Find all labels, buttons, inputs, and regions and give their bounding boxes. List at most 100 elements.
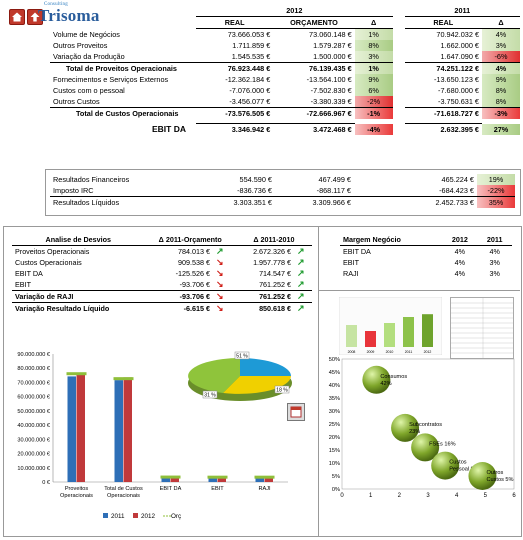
bar-orc-marker bbox=[160, 475, 181, 479]
home-button[interactable] bbox=[9, 9, 25, 25]
arrow-down-icon: ↘ bbox=[215, 257, 224, 267]
pie-slice-green bbox=[188, 358, 240, 393]
bar-2012 bbox=[76, 372, 85, 482]
bar-2011 bbox=[255, 478, 264, 482]
bubble-value: 42% bbox=[380, 381, 391, 387]
bubble-label: Outros bbox=[486, 470, 503, 476]
pie-label-box bbox=[274, 385, 290, 394]
table-row: Custos com o pessoal -7.076.000 € -7.502… bbox=[50, 85, 520, 96]
col-real: REAL bbox=[196, 16, 274, 29]
table-row: Volume de Negócios 73.666.053 € 73.060.1… bbox=[50, 28, 520, 40]
results-table: Resultados Financeiros 554.590 € 467.499… bbox=[50, 174, 515, 208]
y-tick-label: 40.000.000 € bbox=[17, 423, 51, 429]
bar-2012 bbox=[170, 477, 179, 482]
mini-bar-chart: 2008 2009 2010 2011 2012 bbox=[338, 296, 443, 356]
logo-text: Trisoma bbox=[38, 6, 100, 25]
desvios-table: Analise de Desvios Δ 2011-Orçamento Δ 20… bbox=[12, 234, 312, 314]
y-tick-label: 35% bbox=[329, 396, 340, 402]
bar-2012 bbox=[217, 477, 226, 482]
x-tick-label: RAJI bbox=[258, 486, 271, 492]
y-tick-label: 80.000.000 € bbox=[17, 366, 51, 372]
col-orcamento: ORÇAMENTO bbox=[273, 16, 355, 29]
y-tick-label: 20% bbox=[329, 435, 340, 441]
y-tick-label: 10.000.000 € bbox=[17, 466, 51, 472]
x-tick-label: 4 bbox=[455, 493, 459, 499]
bar-2012 bbox=[264, 477, 273, 482]
pie-slice-blue bbox=[240, 358, 291, 376]
pie-label: 51 % bbox=[236, 354, 248, 360]
bar-chart-svg: 0 € 10.000.000 € 20.000.000 € 30.000.000 € 4… bbox=[17, 352, 288, 520]
table-row: Total de Proveitos Operacionais 76.923.4… bbox=[50, 62, 520, 74]
back-button[interactable] bbox=[27, 9, 43, 25]
y-tick-label: 30% bbox=[329, 409, 340, 415]
mini-x-label: 2011 bbox=[405, 350, 413, 354]
bar-2011 bbox=[208, 478, 217, 482]
y-tick-label: 50.000.000 € bbox=[17, 409, 51, 415]
col-real-2011: REAL bbox=[404, 16, 482, 29]
arrow-down-icon: ↘ bbox=[215, 268, 224, 278]
panel-divider-h bbox=[318, 290, 520, 291]
table-row: EBIT DA -125.526 € ↘ 714.547 € ↗ bbox=[15, 268, 305, 278]
bar-orc-marker bbox=[207, 475, 228, 479]
y-tick-label: 0% bbox=[332, 487, 340, 493]
y-tick-label: 0 € bbox=[42, 480, 51, 486]
arrow-up-icon: ↗ bbox=[297, 268, 305, 278]
table-row: Proveitos Operacionais 784.013 € ↗ 2.672.32… bbox=[15, 246, 305, 256]
bar-2011 bbox=[161, 478, 170, 482]
bar-2011 bbox=[114, 380, 123, 482]
col-delta-2011: Δ bbox=[482, 16, 520, 29]
results-box bbox=[45, 169, 521, 216]
bar-orc-marker bbox=[113, 377, 134, 381]
x-tick-label: 0 bbox=[340, 493, 344, 499]
mini-x-label: 2010 bbox=[386, 350, 394, 354]
x-tick-label: Operacionais bbox=[107, 493, 140, 499]
year-2011: 2011 bbox=[404, 5, 520, 17]
x-tick-label: 2 bbox=[398, 493, 402, 499]
table-row: Variação da Produção 1.545.535 € 1.500.0… bbox=[50, 51, 520, 63]
pie-slice-yellow bbox=[223, 376, 291, 394]
legend-label: Orç bbox=[171, 513, 181, 520]
bar-2011 bbox=[67, 376, 76, 482]
bar-2012 bbox=[123, 377, 132, 482]
y-tick-label: 50% bbox=[329, 357, 340, 363]
arrow-up-icon: ↗ bbox=[297, 303, 305, 313]
mini-bar bbox=[384, 323, 395, 347]
table-row: Total de Custos Operacionais -73.576.505… bbox=[50, 107, 520, 119]
mini-bar-chart-svg: 2008 2009 2010 2011 2012 bbox=[338, 296, 443, 356]
table-row: Outros Proveitos 1.711.859 € 1.579.287 €… bbox=[50, 40, 520, 51]
table-row: Custos Operacionais 909.538 € ↘ 1.957.778 €… bbox=[15, 257, 305, 267]
x-tick-label: Proveitos bbox=[65, 486, 89, 492]
bubble-value: Pessoal 9% bbox=[449, 467, 479, 473]
home-icon bbox=[12, 12, 22, 22]
y-tick-label: 30.000.000 € bbox=[17, 437, 51, 443]
y-tick-label: 25% bbox=[329, 422, 340, 428]
logo-tag: Consulting bbox=[44, 2, 68, 7]
legend-swatch bbox=[103, 513, 108, 518]
bubble bbox=[468, 462, 497, 490]
table-row: Outros Custos -3.456.077 € -3.380.339 € … bbox=[50, 96, 520, 108]
logo: Consulting Trisoma bbox=[38, 2, 100, 26]
legend-swatch bbox=[133, 513, 138, 518]
panel-divider bbox=[318, 226, 319, 536]
bubble bbox=[411, 433, 440, 462]
arrow-up-icon bbox=[30, 12, 40, 22]
x-tick-label: 6 bbox=[512, 493, 516, 499]
mini-table bbox=[450, 297, 514, 359]
arrow-down-icon: ↘ bbox=[215, 303, 224, 313]
table-row: Variação de RAJI -93.706 € ↘ 761.252 € ↗ bbox=[12, 290, 312, 303]
year-2012: 2012 bbox=[196, 5, 393, 17]
y-tick-label: 60.000.000 € bbox=[17, 395, 51, 401]
pie-label-box bbox=[234, 351, 250, 360]
y-tick-label: 70.000.000 € bbox=[17, 380, 51, 386]
x-tick-label: EBIT DA bbox=[160, 486, 182, 492]
mini-bar bbox=[422, 314, 433, 347]
arrow-down-icon: ↘ bbox=[215, 291, 224, 301]
calendar-icon bbox=[290, 406, 302, 418]
table-row: RAJI 4% 3% bbox=[343, 269, 500, 278]
mini-table-lines bbox=[451, 298, 513, 358]
ebitda-row: EBIT DA 3.346.942 € 3.472.468 € -4% 2.63… bbox=[50, 123, 520, 135]
chart-toggle-button[interactable] bbox=[287, 403, 305, 421]
scatter-chart: 0% 5% 10% 15% 20% 25% 30% 35% 40% 45% 50% 0 1 2 3 4 5 6 Co… bbox=[322, 355, 520, 538]
pie-label: 31 % bbox=[204, 393, 216, 399]
mini-bar bbox=[403, 317, 414, 347]
